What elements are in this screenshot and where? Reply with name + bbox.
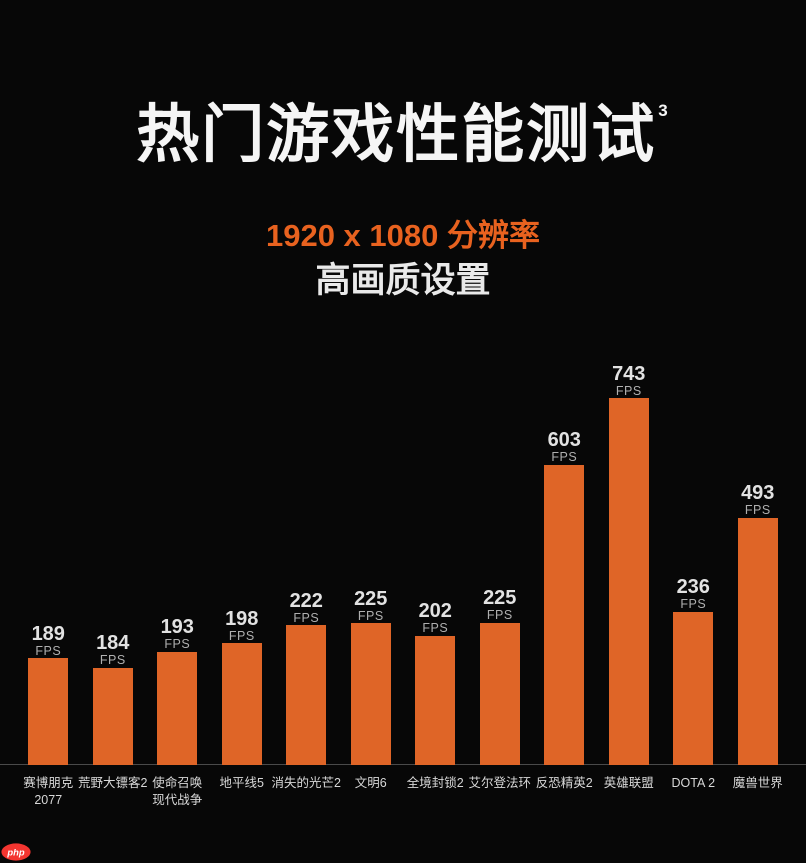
svg-text:php: php (6, 846, 24, 857)
